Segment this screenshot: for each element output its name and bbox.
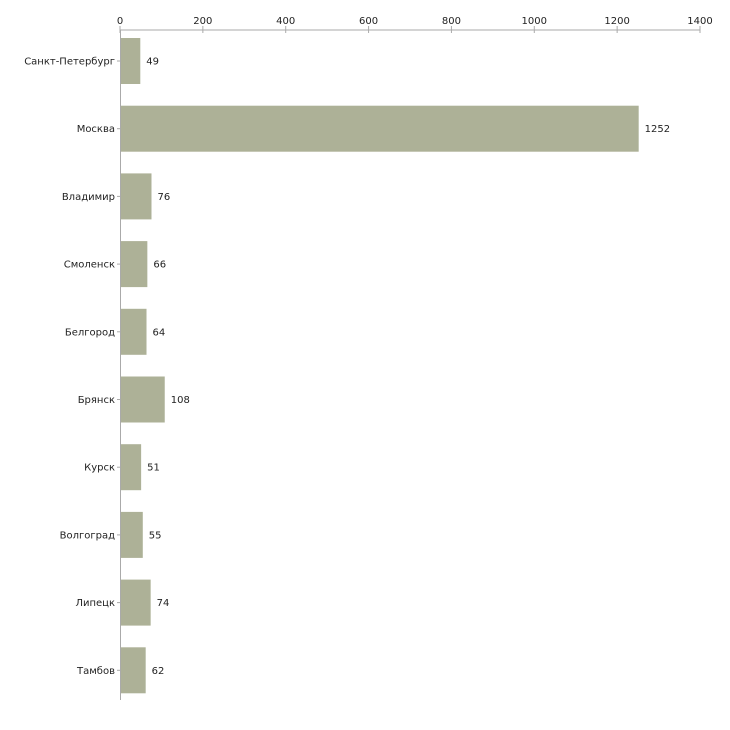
value-label: 55 bbox=[149, 530, 162, 541]
category-label: Смоленск bbox=[64, 260, 115, 271]
category-label: Владимир bbox=[62, 192, 115, 203]
bar bbox=[121, 173, 152, 220]
bars bbox=[121, 38, 639, 694]
x-tick-label: 1200 bbox=[604, 16, 629, 27]
x-tick-label: 800 bbox=[442, 16, 461, 27]
category-label: Брянск bbox=[78, 395, 115, 406]
category-label: Санкт-Петербург bbox=[24, 57, 115, 68]
bar bbox=[121, 308, 147, 355]
bar bbox=[121, 511, 143, 558]
value-label: 108 bbox=[171, 395, 190, 406]
value-label: 76 bbox=[157, 192, 170, 203]
value-label: 74 bbox=[157, 598, 170, 609]
bar bbox=[121, 376, 165, 423]
category-label: Москва bbox=[77, 124, 115, 135]
bar bbox=[121, 38, 141, 84]
category-label: Липецк bbox=[75, 598, 115, 609]
bar bbox=[121, 647, 146, 694]
labels: Санкт-Петербург 49 Москва 1252 Владимир 76 Смо… bbox=[24, 57, 670, 677]
bar bbox=[121, 444, 142, 491]
x-tick-label: 0 bbox=[117, 16, 123, 27]
category-label: Курск bbox=[84, 463, 115, 474]
x-tick-label: 600 bbox=[359, 16, 378, 27]
x-axis: 0 200 400 600 800 1000 1200 1400 bbox=[117, 16, 713, 700]
value-label: 51 bbox=[147, 463, 160, 474]
value-label: 49 bbox=[146, 57, 159, 68]
bar bbox=[121, 241, 148, 288]
x-tick-label: 200 bbox=[193, 16, 212, 27]
category-label: Тамбов bbox=[76, 666, 115, 677]
value-label: 66 bbox=[153, 260, 166, 271]
x-tick-label: 1400 bbox=[687, 16, 712, 27]
x-tick-label: 400 bbox=[276, 16, 295, 27]
category-label: Белгород bbox=[65, 327, 115, 338]
x-tick-label: 1000 bbox=[522, 16, 547, 27]
bar bbox=[121, 105, 639, 152]
bar bbox=[121, 579, 151, 626]
value-label: 1252 bbox=[645, 124, 670, 135]
value-label: 62 bbox=[152, 666, 165, 677]
category-label: Волгоград bbox=[60, 530, 115, 541]
value-label: 64 bbox=[153, 327, 166, 338]
